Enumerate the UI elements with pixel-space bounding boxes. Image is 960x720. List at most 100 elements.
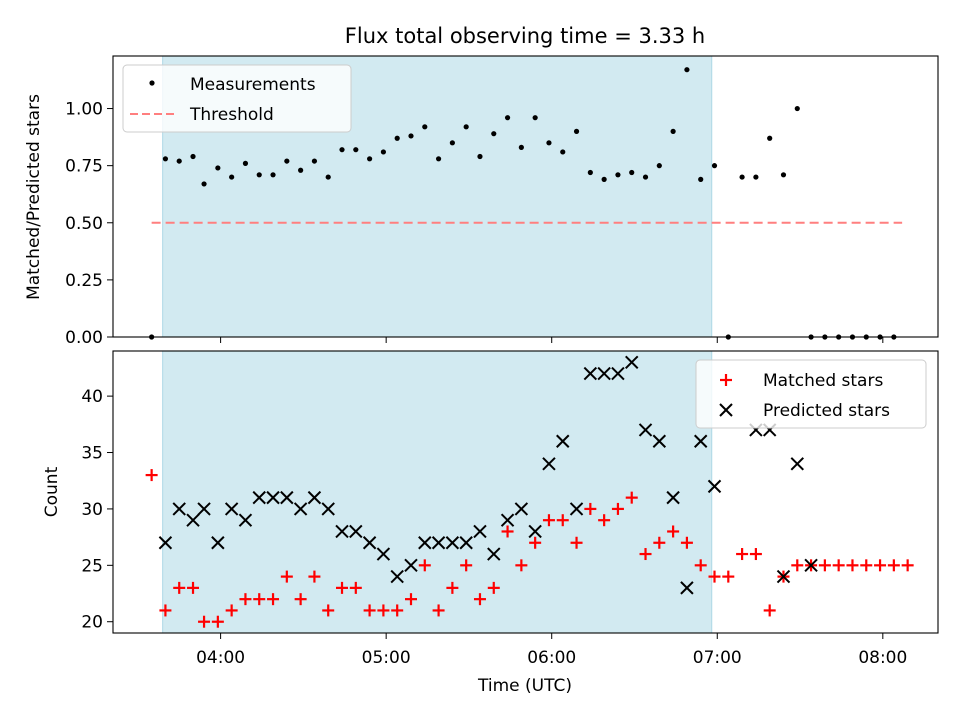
predicted-star-point xyxy=(376,547,391,561)
matched-star-point xyxy=(736,548,749,561)
predicted-star-point xyxy=(158,536,173,550)
matched-star-point xyxy=(611,502,624,515)
matched-star-point xyxy=(639,548,652,561)
predicted-star-point xyxy=(362,536,377,550)
predicted-star-point xyxy=(238,513,253,527)
predicted-star-point xyxy=(611,366,625,381)
count-y-ticks: 20 25 30 35 40 xyxy=(81,387,113,633)
measurement-point xyxy=(573,128,580,134)
legend-predicted-marker xyxy=(719,403,733,417)
matched-star-point xyxy=(667,525,680,538)
matched-star-point xyxy=(708,570,721,583)
ratio-legend: Measurements Threshold xyxy=(122,64,352,133)
y-tick-label: 0.25 xyxy=(65,271,103,291)
x-tick-label: 04:00 xyxy=(196,648,245,668)
measurement-point xyxy=(477,153,483,160)
ratio-y-ticks: 0.00 0.25 0.50 0.75 1.00 xyxy=(65,100,113,348)
matched-star-point xyxy=(515,559,528,572)
matched-star-point xyxy=(584,502,597,515)
predicted-star-point xyxy=(500,513,515,527)
matched-star-point xyxy=(211,615,224,628)
matched-star-points xyxy=(145,469,914,628)
matched-star-point xyxy=(570,536,583,549)
matched-star-point xyxy=(225,604,238,617)
y-tick-label: 0.50 xyxy=(65,214,103,234)
measurement-point xyxy=(190,153,196,160)
ratio-y-axis-label: Matched/Predicted stars xyxy=(24,94,44,300)
matched-star-point xyxy=(363,604,376,617)
predicted-star-point xyxy=(280,490,294,505)
measurement-point xyxy=(753,174,759,180)
measurement-point xyxy=(229,174,235,180)
measurement-point xyxy=(298,167,304,173)
measurement-point xyxy=(711,163,718,169)
matched-star-point xyxy=(377,604,390,617)
measurement-points xyxy=(149,67,897,340)
predicted-star-point xyxy=(349,524,363,539)
matched-star-point xyxy=(860,559,873,572)
matched-star-point xyxy=(280,570,293,583)
predicted-star-point xyxy=(418,536,432,550)
matched-star-point xyxy=(336,581,349,594)
measurement-point xyxy=(270,172,276,178)
matched-star-point xyxy=(173,581,186,594)
measurement-point xyxy=(422,124,428,130)
legend-predicted-label: Predicted stars xyxy=(763,401,890,421)
measurement-point xyxy=(176,158,182,164)
matched-star-point xyxy=(846,559,859,572)
predicted-star-point xyxy=(307,490,322,505)
predicted-star-point xyxy=(583,366,598,381)
matched-star-point xyxy=(349,581,362,594)
matched-star-point xyxy=(159,604,172,617)
matched-star-point xyxy=(749,548,762,561)
predicted-star-point xyxy=(804,558,818,573)
predicted-star-point xyxy=(473,524,487,539)
matched-star-point xyxy=(322,604,335,617)
matched-star-point xyxy=(653,536,666,549)
y-tick-label: 30 xyxy=(81,500,103,520)
y-tick-label: 35 xyxy=(81,444,103,464)
x-axis-label: Time (UTC) xyxy=(477,676,572,696)
matched-star-point xyxy=(818,559,831,572)
measurement-point xyxy=(162,156,169,162)
matched-star-point xyxy=(253,593,266,606)
predicted-star-point xyxy=(404,558,418,573)
y-tick-label: 20 xyxy=(81,613,103,633)
measurement-point xyxy=(353,147,359,153)
predicted-star-point xyxy=(556,434,570,448)
predicted-star-point xyxy=(569,502,584,516)
predicted-star-point xyxy=(666,490,680,505)
measurement-point xyxy=(311,158,318,164)
matched-star-point xyxy=(145,469,158,482)
matched-star-point xyxy=(239,593,252,606)
measurement-point xyxy=(670,128,676,134)
predicted-star-point xyxy=(638,423,653,437)
measurement-point xyxy=(587,169,593,176)
count-x-ticks: 04:00 05:00 06:00 07:00 08:00 xyxy=(196,633,907,668)
measurement-point xyxy=(367,156,373,162)
y-tick-label: 0.75 xyxy=(65,157,103,177)
observing-span-shade xyxy=(162,350,713,634)
measurement-point xyxy=(504,115,511,121)
ratio-legend-box xyxy=(122,64,352,133)
predicted-star-point xyxy=(224,502,239,516)
predicted-star-point xyxy=(597,366,611,381)
matched-star-point xyxy=(473,593,486,606)
measurement-point xyxy=(463,124,469,130)
matched-star-point xyxy=(418,559,431,572)
predicted-star-point xyxy=(197,502,211,516)
y-tick-label: 25 xyxy=(81,556,103,576)
y-tick-label: 40 xyxy=(81,387,103,407)
matched-star-point xyxy=(722,570,735,583)
measurement-point xyxy=(339,147,345,153)
count-legend: Matched stars Predicted stars xyxy=(695,359,927,429)
x-tick-label: 07:00 xyxy=(693,648,742,668)
predicted-star-points xyxy=(158,355,818,595)
predicted-star-point xyxy=(252,490,266,505)
measurement-point xyxy=(449,140,455,146)
matched-star-point xyxy=(874,559,887,572)
x-tick-label: 06:00 xyxy=(527,648,576,668)
legend-matched-label: Matched stars xyxy=(763,371,883,391)
matched-star-point xyxy=(901,559,914,572)
